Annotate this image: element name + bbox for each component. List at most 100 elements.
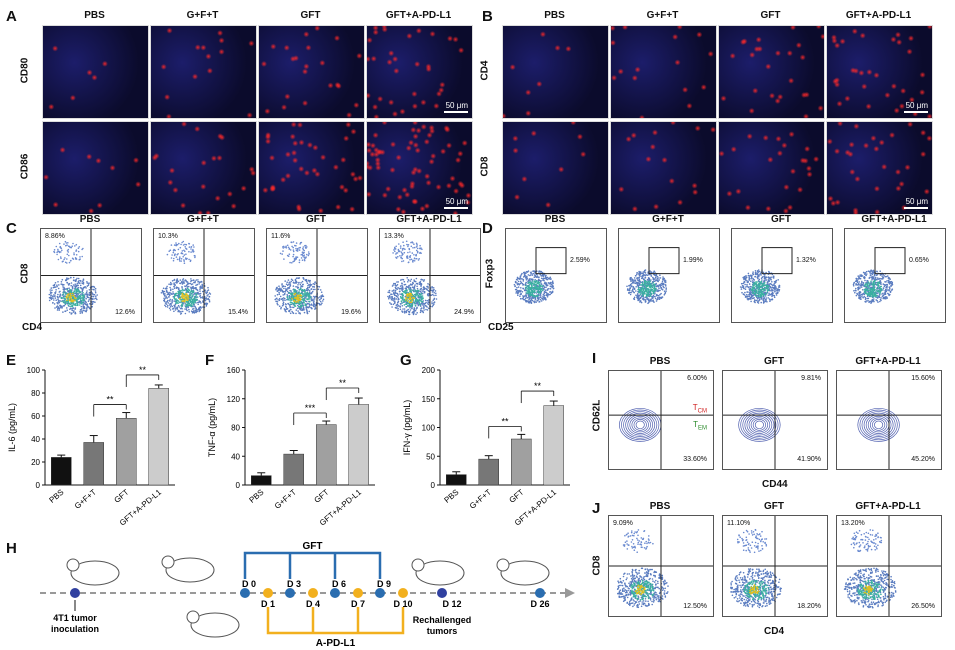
flow-dot [423,309,425,311]
flow-dot [865,301,867,303]
flow-dot [419,244,421,247]
flow-dot [639,286,642,289]
flow-dot [538,279,541,282]
flow-dot [171,299,174,301]
flow-dot [319,289,322,291]
flow-dot [411,294,413,297]
flow-dot [163,295,166,297]
flow-dot [292,306,295,309]
flow-dot [775,279,778,282]
flow-dot [61,307,63,309]
flow-dot [628,292,630,294]
flow-dot [187,302,189,305]
flow-dot [50,297,52,299]
flow-dot [393,294,396,296]
flow-dot [422,302,424,304]
flow-dot [407,245,409,248]
flow-dot [179,246,182,249]
flow-dot [411,301,413,303]
flow-dot [416,303,418,305]
column-title: GFT [306,214,326,225]
flow-dot [644,284,647,287]
flow-dot [82,305,84,307]
flow-dot [887,293,890,295]
flow-dot [165,289,168,292]
quadrant-value: 12.6% [115,309,135,316]
flow-dot [282,299,284,301]
flow-dot [313,298,316,300]
flow-dot [632,280,634,283]
flow-dot [540,275,543,277]
flow-dot [664,281,667,284]
flow-dot [297,277,299,279]
column-title: PBS [84,10,105,21]
flow-dot [760,282,762,285]
panel-label-b: B [482,8,493,25]
flow-dot [183,297,186,299]
flow-dot [307,289,310,291]
flow-dot [195,284,197,287]
flow-dot [291,299,293,302]
flow-dot [647,294,649,296]
flow-dot [75,258,78,260]
flow-dot [395,245,397,248]
flow-dot [169,286,171,289]
flow-dot [315,295,317,298]
flow-dot [176,307,178,309]
flow-dot [662,283,664,286]
flow-dot [401,253,404,256]
flow-dot [204,299,207,302]
flow-dot [543,288,545,291]
flow-dot [879,300,881,303]
flow-dot [542,279,544,281]
flow-dot [407,251,409,254]
flow-dot [294,296,297,299]
flow-dot [181,250,184,252]
flow-dot [304,257,307,259]
flow-dot [86,290,88,292]
flow-dot [414,280,417,283]
flow-dot [297,248,299,251]
flow-dot [882,289,884,291]
flow-dot [658,287,660,289]
flow-dot [195,310,197,313]
flow-dot [404,287,407,290]
flow-dot [404,283,407,286]
flow-dot [430,294,433,296]
flow-dot [301,285,304,288]
flow-dot [177,290,179,293]
flow-dot [885,296,888,298]
flow-dot [860,286,863,288]
flow-dot [768,292,770,295]
flow-dot [292,249,295,251]
flow-dot [313,303,316,306]
flow-dot [317,297,319,299]
flow-dot [174,303,177,305]
flow-dot [172,251,175,254]
flow-dot [76,277,78,280]
flow-dot [525,292,528,294]
flow-dot [76,288,78,291]
flow-dot [278,305,281,307]
flow-dot [295,300,298,303]
flow-dot [521,282,524,285]
flow-dot [549,281,552,284]
flow-dot [179,313,182,315]
flow-dot [765,279,767,282]
flow-dot [777,291,779,294]
flow-dot [657,297,659,299]
flow-dot [406,300,409,302]
flow-dot [419,252,421,254]
flow-dot [520,274,523,276]
flow-dot [654,271,656,274]
flow-dot [756,287,758,290]
flow-dot [435,298,438,300]
flow-dot [418,301,420,303]
flow-dot [389,295,391,298]
flow-dot [414,305,417,307]
flow-dot [542,299,545,301]
flow-dot [636,277,638,280]
flow-dot [82,279,85,281]
flow-dot [82,303,84,306]
flow-dot [77,247,80,249]
